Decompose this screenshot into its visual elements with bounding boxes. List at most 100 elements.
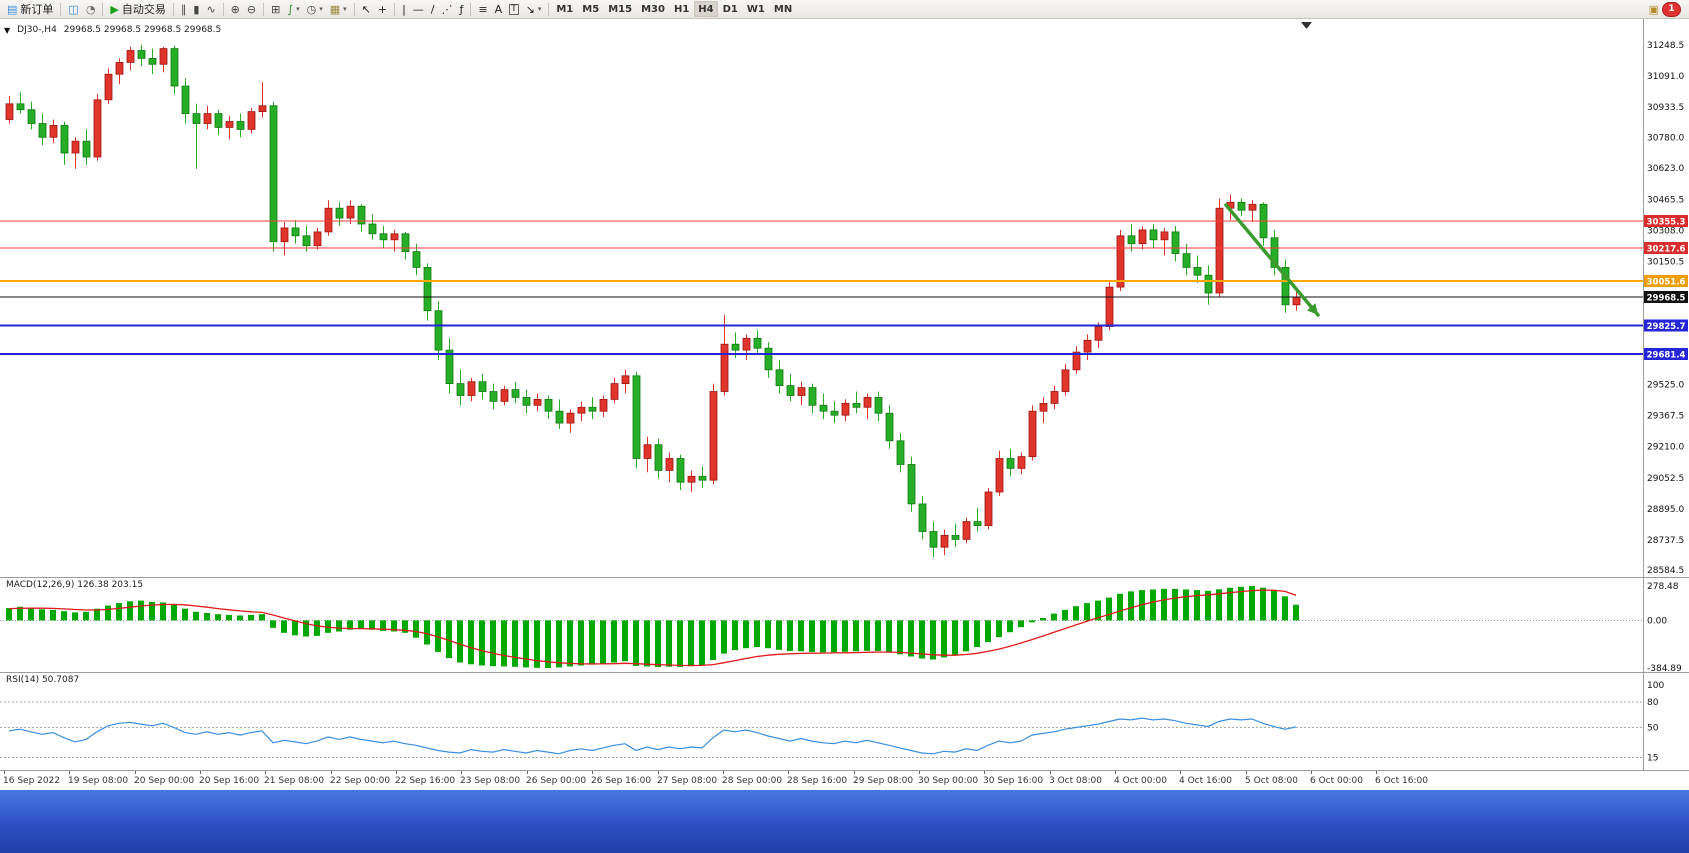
macd-histogram-bar: [1106, 597, 1112, 621]
macd-histogram-bar: [644, 620, 650, 667]
macd-histogram-bar: [886, 620, 892, 653]
rsi-panel[interactable]: 100 80 50 15: [0, 673, 1689, 770]
macd-histogram-bar: [6, 608, 12, 621]
text-label-icon: T: [509, 3, 519, 15]
timeframe-mn-button[interactable]: MN: [773, 3, 793, 15]
macd-histogram-bar: [380, 620, 386, 631]
candle-body: [302, 235, 311, 247]
collapse-icon[interactable]: ▼: [4, 25, 11, 35]
templates-button[interactable]: ▦ ▾: [327, 1, 350, 17]
macd-histogram-bar: [699, 620, 705, 666]
candle-body: [104, 73, 113, 101]
macd-histogram-bar: [1161, 588, 1167, 621]
time-axis-tick: [135, 771, 136, 774]
channel-button[interactable]: ⋰: [439, 1, 456, 17]
macd-histogram-bar: [512, 620, 518, 667]
time-axis[interactable]: 16 Sep 2022 19 Sep 08:00 20 Sep 00:00 20 Se…: [0, 771, 1689, 790]
macd-histogram-bar: [270, 620, 276, 628]
macd-histogram-bar: [358, 620, 364, 630]
candle-body: [434, 310, 443, 351]
timeframe-m5-button[interactable]: M5: [582, 3, 600, 15]
chart-window-button[interactable]: ◫: [65, 1, 81, 17]
macd-histogram-bar: [1194, 590, 1200, 621]
candle-body: [687, 475, 696, 483]
time-axis-tick: [984, 771, 985, 774]
timeframe-h1-button[interactable]: H1: [673, 3, 690, 15]
vertical-line-button[interactable]: |: [399, 1, 409, 17]
timeframe-m15-button[interactable]: M15: [608, 3, 633, 15]
time-axis-label: 21 Sep 08:00: [264, 776, 325, 786]
macd-histogram-bar: [1150, 589, 1156, 621]
candle-body: [522, 396, 531, 406]
macd-histogram-bar: [611, 620, 617, 663]
timeframe-buttons-group: M1 M5 M15 M30 H1 H4 D1 W1 MN: [552, 1, 796, 17]
text-label-button[interactable]: T: [506, 1, 522, 17]
auto-trading-button[interactable]: ▶ 自动交易: [107, 1, 168, 17]
crosshair-button[interactable]: +: [375, 1, 390, 17]
new-order-button[interactable]: ▤ 新订单: [4, 1, 56, 17]
cursor-button[interactable]: ↖: [359, 1, 374, 17]
candle-body: [27, 109, 36, 124]
candle-body: [269, 105, 278, 243]
main-chart[interactable]: 31248.5 31091.0 30933.5 30780.0 30623.0 30465…: [0, 19, 1689, 577]
candle-body: [709, 391, 718, 481]
macd-panel[interactable]: 278.48 0.00 -384.89: [0, 578, 1689, 672]
periods-button[interactable]: ◷ ▾: [304, 1, 326, 17]
timeframe-m1-button[interactable]: M1: [556, 3, 574, 15]
candle-body: [401, 233, 410, 253]
candle-body: [742, 337, 751, 351]
toolbar-buttons-group: ▤ 新订单 ◫ ◔ ▶ 自动交易 ∥ ▮ ∿ ⊕ ⊖ ⊞ ∫ ▾ ◷ ▾ ▦ ▾ ↖ + | — / ⋰ ƒ ≡ A T ↘ ▾: [4, 1, 552, 17]
macd-histogram-bar: [424, 620, 430, 645]
horizontal-line-icon: —: [412, 2, 424, 16]
macd-histogram-bar: [138, 600, 144, 621]
candle-body: [973, 521, 982, 527]
horizontal-line-button[interactable]: —: [410, 1, 427, 17]
fibonacci-button[interactable]: ƒ: [457, 1, 467, 17]
candlestick-type-button[interactable]: ▮: [190, 1, 202, 17]
tile-windows-button[interactable]: ⊞: [268, 1, 283, 17]
chart-shift-marker: [1301, 22, 1312, 29]
zoom-out-button[interactable]: ⊖: [244, 1, 259, 17]
notification-badge[interactable]: 1: [1662, 1, 1681, 17]
candle-body: [192, 113, 201, 124]
candle-body: [258, 105, 267, 112]
macd-histogram-bar: [1018, 620, 1024, 628]
time-axis-label: 4 Oct 00:00: [1114, 776, 1167, 786]
macd-histogram-bar: [1029, 620, 1035, 623]
bar-chart-type-button[interactable]: ∥: [178, 1, 190, 17]
timeframe-d1-button[interactable]: D1: [722, 3, 738, 15]
candle-body: [1182, 253, 1191, 268]
candle-body: [445, 349, 454, 385]
trendline-button[interactable]: /: [428, 1, 438, 17]
candle-body: [170, 48, 179, 87]
indicators-button[interactable]: ∫ ▾: [284, 1, 302, 17]
macd-histogram-bar: [688, 620, 694, 667]
alarm-button[interactable]: ◔: [83, 1, 99, 17]
candle-body: [775, 369, 784, 386]
candle-body: [1061, 369, 1070, 392]
macd-histogram-bar: [666, 620, 672, 667]
macd-histogram-bar: [413, 620, 419, 638]
arrows-button[interactable]: ↘ ▾: [523, 1, 545, 17]
objects-list-button[interactable]: ≡: [475, 1, 490, 17]
zoom-in-button[interactable]: ⊕: [228, 1, 243, 17]
chart-ohlc-quotes: 29968.5 29968.5 29968.5 29968.5: [63, 25, 222, 35]
time-axis-label: 20 Sep 16:00: [199, 776, 260, 786]
macd-histogram-bar: [1040, 618, 1046, 621]
candle-body: [412, 251, 421, 268]
timeframe-h4-button[interactable]: H4: [694, 1, 718, 17]
timeframe-m30-button[interactable]: M30: [641, 3, 665, 15]
text-button[interactable]: A: [492, 1, 506, 17]
candle-body: [247, 111, 256, 130]
trend-arrow[interactable]: [1224, 203, 1320, 317]
chevron-down-icon: ▾: [343, 5, 347, 13]
rsi-label: RSI(14) 50.7087: [6, 675, 80, 685]
candle-body: [148, 58, 157, 65]
panel-divider[interactable]: [0, 577, 1689, 578]
candle-body: [984, 491, 993, 526]
timeframe-w1-button[interactable]: W1: [746, 3, 765, 15]
time-axis-label: 6 Oct 16:00: [1375, 776, 1428, 786]
line-chart-type-button[interactable]: ∿: [203, 1, 218, 17]
macd-histogram-bar: [501, 620, 507, 667]
panel-divider[interactable]: [0, 672, 1689, 673]
